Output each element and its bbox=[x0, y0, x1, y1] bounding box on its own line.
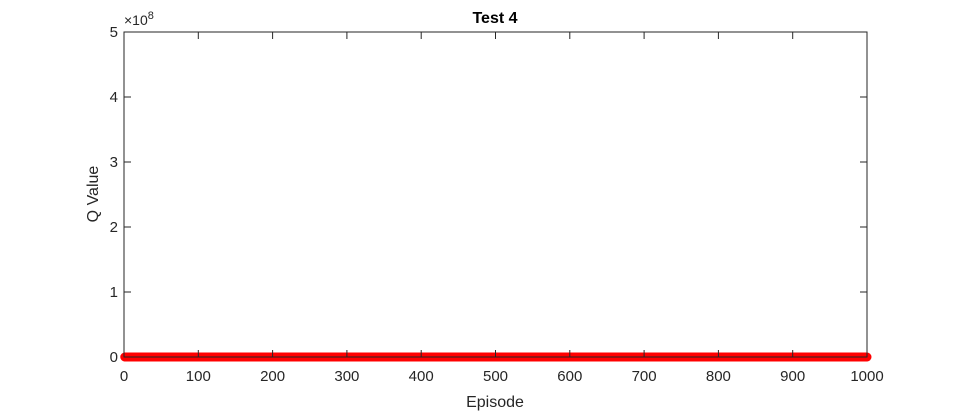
x-tick-label: 0 bbox=[120, 368, 128, 385]
x-tick-label: 500 bbox=[483, 368, 508, 385]
y-tick-label: 2 bbox=[110, 219, 118, 236]
x-tick-label: 200 bbox=[260, 368, 285, 385]
y-exponent-power: 8 bbox=[148, 10, 154, 22]
x-tick-label: 900 bbox=[780, 368, 805, 385]
y-tick-label: 1 bbox=[110, 284, 118, 301]
y-axis-label: Q Value bbox=[85, 166, 102, 223]
y-tick-label: 0 bbox=[110, 349, 118, 366]
y-tick-label: 4 bbox=[110, 89, 118, 106]
x-axis-ticks: 0 100 200 300 400 500 600 700 800 900 1000 bbox=[120, 32, 884, 385]
y-exponent-base: ×10 bbox=[124, 12, 148, 28]
y-tick-label: 3 bbox=[110, 154, 118, 171]
y-axis-ticks: 0 1 2 3 4 5 bbox=[110, 24, 867, 366]
x-tick-label: 1000 bbox=[850, 368, 883, 385]
x-axis-label: Episode bbox=[466, 394, 524, 411]
chart-title: Test 4 bbox=[472, 10, 517, 27]
y-exponent-label: ×108 bbox=[124, 10, 154, 28]
x-tick-label: 400 bbox=[409, 368, 434, 385]
x-tick-label: 300 bbox=[334, 368, 359, 385]
plot-area bbox=[124, 32, 867, 357]
x-tick-label: 700 bbox=[632, 368, 657, 385]
x-tick-label: 100 bbox=[186, 368, 211, 385]
x-tick-label: 600 bbox=[557, 368, 582, 385]
y-tick-label: 5 bbox=[110, 24, 118, 41]
x-tick-label: 800 bbox=[706, 368, 731, 385]
